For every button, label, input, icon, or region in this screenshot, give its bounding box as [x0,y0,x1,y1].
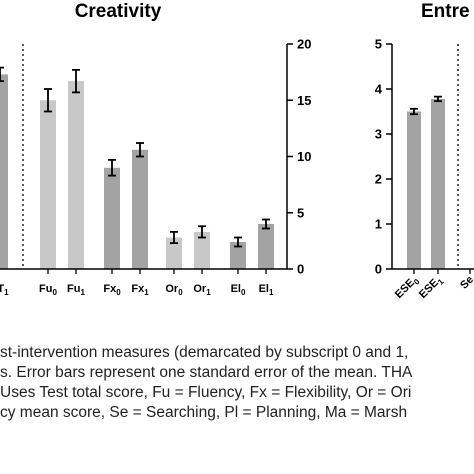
caption-line: s. Error bars represent one standard err… [0,364,413,381]
creativity-category-label: Fu0 [39,283,57,297]
creativity-bar-Or1 [194,231,210,269]
creativity-category-label: Fu1 [67,283,85,297]
entre-y-tick-label: 1 [375,217,382,232]
figure-caption: st-intervention measures (demarcated by … [0,343,474,423]
creativity-errorbar-Fu1 [72,68,80,94]
entre-errorbar-ESE0 [410,107,418,116]
creativity-errorbar-Or1 [198,225,206,239]
creativity-errorbar-El0 [234,236,242,248]
creativity-bar-Or0 [166,237,182,269]
creativity-bar-T1 [0,74,8,269]
creativity-bar-El0 [230,242,246,269]
creativity-bar-El1 [258,224,274,269]
creativity-y-tick-label: 5 [297,205,304,220]
entre-bar-ESE0 [407,111,421,269]
entre-errorbar-ESE1 [434,95,442,103]
caption-line: cy mean score, Se = Searching, Pl = Plan… [0,404,408,421]
creativity-y-tick-label: 15 [297,93,311,108]
entre-bar-ESE1 [431,98,445,270]
caption-line: Uses Test total score, Fu = Fluency, Fx … [0,384,412,401]
creativity-errorbar-El1 [262,218,270,230]
creativity-y-tick-label: 0 [297,262,304,277]
creativity-chart: Creativity 0 5 10 15 20 T1 Fu0 Fu1 Fx0 Fx1 Or0 Or1… [0,1,311,297]
entre-y-tick-label: 3 [375,127,382,142]
entre-y-tick-label: 4 [375,82,383,97]
creativity-bar-Fx0 [104,167,120,269]
entre-y-tick-label: 5 [375,37,382,52]
entre-y-tick-label: 0 [375,262,382,277]
entre-category-label: Se [458,274,474,292]
creativity-bar-Fu0 [40,100,56,269]
creativity-errorbar-Or0 [170,230,178,245]
creativity-category-label: Or1 [193,283,211,297]
creativity-category-label: Or0 [165,283,183,297]
creativity-errorbar-Fu0 [44,88,52,113]
creativity-category-label: El1 [259,283,274,297]
creativity-category-label: Fx1 [131,283,149,297]
creativity-title: Creativity [75,1,162,22]
entre-category-label: ESE0 [393,273,422,302]
entre-title: Entre [421,1,470,22]
creativity-y-tick-label: 10 [297,149,311,164]
entre-category-label: ESE1 [417,273,446,302]
creativity-category-label: El0 [231,283,246,297]
creativity-errorbar-Fx0 [108,158,116,177]
creativity-y-tick-label: 20 [297,37,311,52]
creativity-category-label: Fx0 [103,283,121,297]
creativity-errorbar-Fx1 [136,142,144,158]
creativity-bar-Fx1 [132,149,148,269]
creativity-bar-Fu1 [68,81,84,269]
creativity-category-label: T1 [0,283,9,297]
creativity-errorbar-T1 [0,66,4,83]
entre-y-tick-label: 2 [375,172,382,187]
caption-line: st-intervention measures (demarcated by … [0,344,409,361]
